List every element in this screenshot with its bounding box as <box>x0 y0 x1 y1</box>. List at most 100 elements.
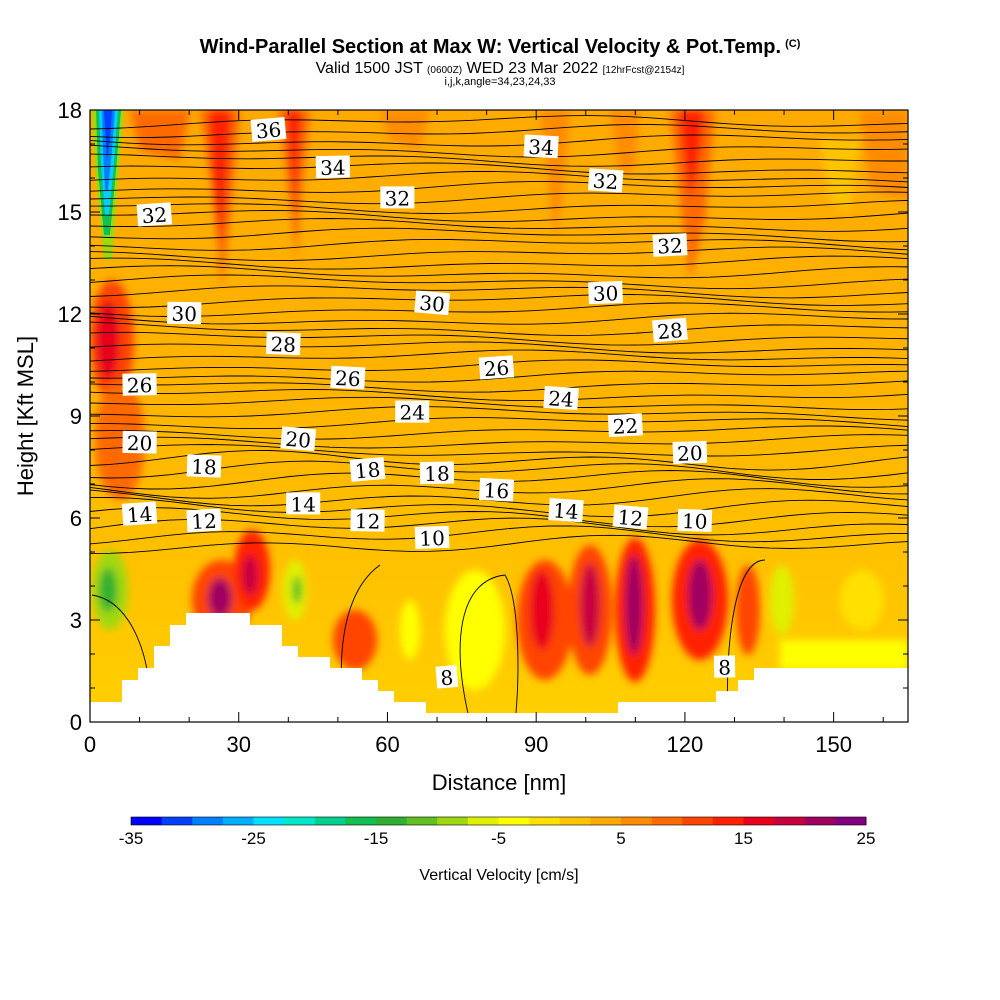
svg-text:32: 32 <box>592 169 619 195</box>
colorbar-tick-label: 25 <box>857 829 876 848</box>
colorbar-swatch <box>529 817 561 825</box>
contour-label: 22 <box>607 413 643 439</box>
contour-label: 14 <box>286 492 321 516</box>
colorbar-swatch <box>835 817 867 825</box>
axes: 0 30 60 90 120 150 0 36 9 12 15 18 <box>58 98 908 757</box>
colorbar-tick-label: 15 <box>734 829 753 848</box>
svg-text:10: 10 <box>419 526 445 551</box>
contour-label: 10 <box>414 525 450 551</box>
isentrope <box>90 517 908 536</box>
isentrope <box>90 417 908 430</box>
colorbar-swatch <box>437 817 469 825</box>
colorbar: -35 -25 -15 -5 5 15 25 <box>119 816 876 848</box>
svg-text:32: 32 <box>141 203 168 229</box>
isentrope <box>90 162 908 175</box>
svg-text:24: 24 <box>399 401 424 425</box>
isentrope <box>90 285 908 299</box>
isentrope <box>90 534 908 554</box>
contour-label: 32 <box>380 186 415 210</box>
x-tick-label: 0 <box>84 732 96 757</box>
colorbar-swatch <box>284 817 316 825</box>
y-tick-label: 0 <box>70 710 82 735</box>
isentrope <box>90 389 908 402</box>
svg-text:34: 34 <box>528 135 555 160</box>
svg-text:32: 32 <box>657 233 684 258</box>
svg-text:28: 28 <box>656 318 683 344</box>
x-tick-label: 150 <box>815 732 852 757</box>
contour-label: 8 <box>713 655 736 680</box>
colorbar-swatch <box>621 817 653 825</box>
isentrope <box>90 238 908 251</box>
isentrope <box>90 134 908 147</box>
isentrope <box>90 124 908 139</box>
svg-text:24: 24 <box>547 386 574 412</box>
svg-text:18: 18 <box>191 455 217 480</box>
chart-title: Wind-Parallel Section at Max W: Vertical… <box>199 36 801 58</box>
isentrope <box>90 321 908 336</box>
isentrope <box>90 396 908 411</box>
isentrope <box>90 525 908 545</box>
svg-text:30: 30 <box>418 291 445 317</box>
colorbar-swatch <box>804 817 836 825</box>
y-tick-label: 15 <box>58 200 82 225</box>
isentrope <box>90 312 908 325</box>
x-tick-label: 60 <box>375 732 399 757</box>
isentrope <box>459 574 519 722</box>
isentrope <box>90 488 908 507</box>
isentrope <box>90 246 908 262</box>
contour-label: 32 <box>136 202 173 229</box>
colorbar-swatch <box>559 817 591 825</box>
contour-label: 14 <box>548 498 584 524</box>
colorbar-swatch <box>774 817 806 825</box>
y-tick-label: 12 <box>58 302 82 327</box>
isentrope <box>90 450 908 471</box>
isentrope <box>90 199 908 214</box>
contour-label: 34 <box>523 134 559 160</box>
isentrope <box>90 380 908 393</box>
isentrope <box>90 406 908 421</box>
x-axis-label: Distance [nm] <box>432 770 567 795</box>
colorbar-swatch <box>376 817 408 825</box>
contour-label: 30 <box>588 281 623 306</box>
isentrope <box>90 434 908 449</box>
colorbar-swatch <box>498 817 530 825</box>
isentrope <box>90 370 908 383</box>
contour-label: 32 <box>587 168 624 195</box>
contour-label: 14 <box>121 501 158 527</box>
contour-labels: 36 34 34 32 32 32 32 30 30 30 28 28 26 26 26 24 24 22 20 20… <box>121 116 736 690</box>
isentrope <box>90 181 908 193</box>
colorbar-swatch <box>467 817 500 825</box>
contour-label: 12 <box>350 509 385 534</box>
x-tick-label: 30 <box>226 732 250 757</box>
colorbar-swatch <box>253 817 285 825</box>
x-tick-label: 90 <box>524 732 548 757</box>
contour-label: 32 <box>652 233 688 259</box>
svg-text:36: 36 <box>255 117 282 143</box>
isentrope <box>90 302 908 317</box>
svg-text:12: 12 <box>191 509 218 534</box>
contour-label: 12 <box>612 504 649 531</box>
svg-text:34: 34 <box>320 156 346 180</box>
svg-text:20: 20 <box>127 431 153 455</box>
isentrope <box>90 170 908 183</box>
svg-text:26: 26 <box>334 366 361 391</box>
colorbar-swatch <box>345 817 377 825</box>
chart-indices: i,j,k,angle=34,23,24,33 <box>444 76 556 88</box>
contour-label: 24 <box>543 385 579 412</box>
colorbar-swatch <box>743 817 775 825</box>
colorbar-swatch <box>222 817 255 825</box>
svg-text:18: 18 <box>354 457 381 483</box>
x-tick-label: 120 <box>667 732 704 757</box>
chart-subtitle: Valid 1500 JST (0600Z) WED 23 Mar 2022 [… <box>315 60 685 77</box>
svg-text:12: 12 <box>617 505 644 531</box>
contour-label: 30 <box>167 301 202 326</box>
contour-label: 24 <box>395 400 430 425</box>
svg-text:32: 32 <box>385 186 410 210</box>
y-tick-label: 9 <box>70 404 82 429</box>
svg-text:22: 22 <box>612 414 639 439</box>
contour-label: 20 <box>672 440 708 466</box>
contour-label: 28 <box>652 317 688 344</box>
isentrope <box>90 153 908 167</box>
colorbar-swatch <box>651 817 683 825</box>
y-axis-label: Height [Kft MSL] <box>13 336 38 496</box>
